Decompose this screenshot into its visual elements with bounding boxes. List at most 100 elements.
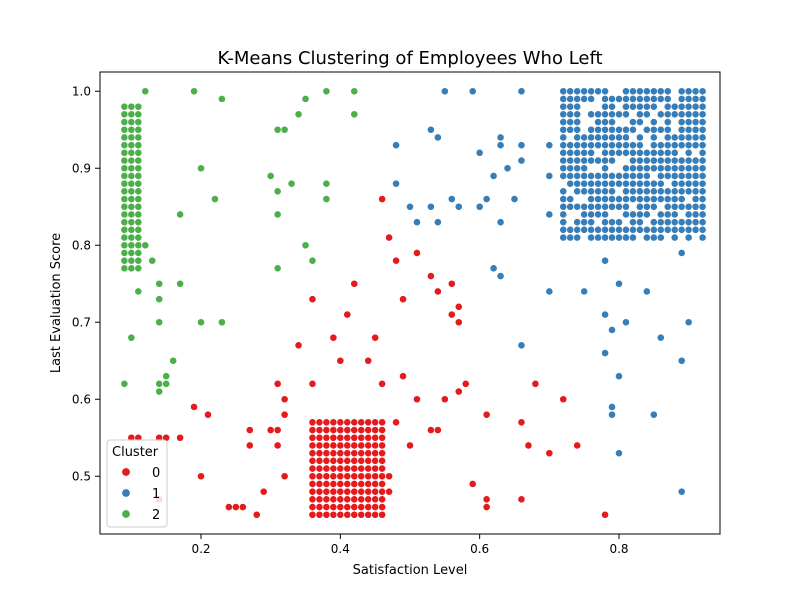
y-axis: 0.5 0.6 0.7 0.8 0.9 1.0 (72, 84, 100, 483)
data-point-cluster-1 (635, 210, 644, 219)
data-point-cluster-1 (587, 125, 596, 134)
data-point-cluster-1 (608, 233, 616, 242)
data-point-cluster-2 (134, 133, 143, 142)
data-point-cluster-1 (663, 110, 672, 119)
data-point-cluster-1 (642, 102, 651, 111)
data-point-cluster-2 (134, 156, 143, 165)
data-point-cluster-2 (120, 249, 129, 257)
data-point-cluster-1 (406, 202, 414, 211)
data-point-cluster-1 (684, 210, 693, 219)
data-point-cluster-1 (677, 102, 686, 111)
data-point-cluster-1 (684, 95, 693, 103)
data-point-cluster-1 (559, 125, 568, 134)
data-point-cluster-0 (378, 464, 387, 473)
data-point-cluster-0 (231, 503, 240, 511)
data-point-cluster-1 (663, 118, 672, 126)
data-point-cluster-2 (308, 256, 317, 265)
data-point-cluster-1 (656, 164, 665, 173)
data-point-cluster-1 (663, 87, 672, 96)
data-point-cluster-0 (343, 495, 352, 504)
data-point-cluster-1 (677, 249, 686, 257)
data-point-cluster-1 (656, 225, 665, 234)
data-point-cluster-1 (649, 95, 658, 103)
data-point-cluster-2 (134, 195, 143, 203)
data-point-cluster-0 (336, 433, 345, 442)
data-point-cluster-2 (155, 318, 164, 327)
data-point-cluster-1 (677, 202, 686, 211)
data-point-cluster-2 (127, 102, 136, 111)
data-point-cluster-0 (315, 418, 324, 427)
data-point-cluster-1 (608, 118, 616, 126)
data-point-cluster-1 (684, 179, 693, 188)
data-point-cluster-0 (385, 472, 393, 481)
data-point-cluster-1 (622, 318, 630, 327)
data-point-cluster-1 (649, 164, 658, 173)
data-point-cluster-2 (350, 110, 359, 119)
plot-points (120, 87, 707, 519)
data-point-cluster-1 (573, 202, 582, 211)
data-point-cluster-1 (656, 187, 665, 196)
data-point-cluster-1 (426, 125, 435, 134)
data-point-cluster-0 (322, 433, 331, 442)
data-point-cluster-1 (698, 195, 707, 203)
data-point-cluster-0 (371, 433, 380, 442)
data-point-cluster-1 (608, 172, 616, 180)
legend-marker-1 (121, 488, 131, 498)
data-point-cluster-0 (364, 356, 373, 365)
data-point-cluster-1 (635, 95, 644, 103)
data-point-cluster-0 (308, 426, 317, 434)
data-point-cluster-0 (329, 510, 338, 519)
data-point-cluster-1 (433, 133, 442, 142)
data-point-cluster-1 (677, 118, 686, 126)
data-point-cluster-1 (496, 272, 505, 280)
data-point-cluster-0 (315, 426, 324, 434)
data-point-cluster-1 (684, 233, 693, 242)
data-point-cluster-1 (559, 210, 568, 219)
data-point-cluster-1 (580, 141, 589, 150)
data-point-cluster-1 (608, 95, 616, 103)
data-point-cluster-1 (573, 164, 582, 173)
data-point-cluster-0 (315, 449, 324, 458)
data-point-cluster-2 (127, 125, 136, 134)
data-point-cluster-1 (677, 125, 686, 134)
data-point-cluster-1 (698, 110, 707, 119)
data-point-cluster-1 (489, 264, 498, 273)
data-point-cluster-0 (378, 379, 387, 388)
data-point-cluster-1 (635, 179, 644, 188)
data-point-cluster-0 (329, 456, 338, 465)
data-point-cluster-0 (371, 333, 380, 342)
data-point-cluster-1 (622, 95, 630, 103)
data-point-cluster-0 (350, 433, 359, 442)
data-point-cluster-1 (594, 195, 602, 203)
data-point-cluster-0 (322, 418, 331, 427)
data-point-cluster-0 (406, 441, 414, 450)
data-point-cluster-2 (134, 202, 143, 211)
data-point-cluster-1 (635, 87, 644, 96)
data-point-cluster-0 (280, 410, 289, 419)
data-point-cluster-2 (176, 210, 185, 219)
data-point-cluster-0 (322, 464, 331, 473)
data-point-cluster-1 (615, 449, 623, 458)
data-point-cluster-2 (294, 110, 303, 119)
data-point-cluster-1 (663, 195, 672, 203)
data-point-cluster-1 (698, 225, 707, 234)
legend-entries: 0 1 2 (121, 466, 160, 523)
data-point-cluster-0 (336, 426, 345, 434)
data-point-cluster-0 (322, 487, 331, 496)
data-point-cluster-0 (364, 472, 373, 481)
data-point-cluster-1 (580, 95, 589, 103)
data-point-cluster-1 (580, 87, 589, 96)
data-point-cluster-1 (698, 125, 707, 134)
data-point-cluster-1 (677, 218, 686, 227)
data-point-cluster-1 (426, 202, 435, 211)
data-point-cluster-0 (343, 472, 352, 481)
data-point-cluster-1 (635, 118, 644, 126)
data-point-cluster-1 (677, 110, 686, 119)
data-point-cluster-1 (649, 156, 658, 165)
data-point-cluster-1 (663, 172, 672, 180)
data-point-cluster-0 (371, 487, 380, 496)
data-point-cluster-1 (566, 110, 575, 119)
data-point-cluster-0 (315, 510, 324, 519)
data-point-cluster-1 (663, 225, 672, 234)
data-point-cluster-0 (350, 279, 359, 288)
